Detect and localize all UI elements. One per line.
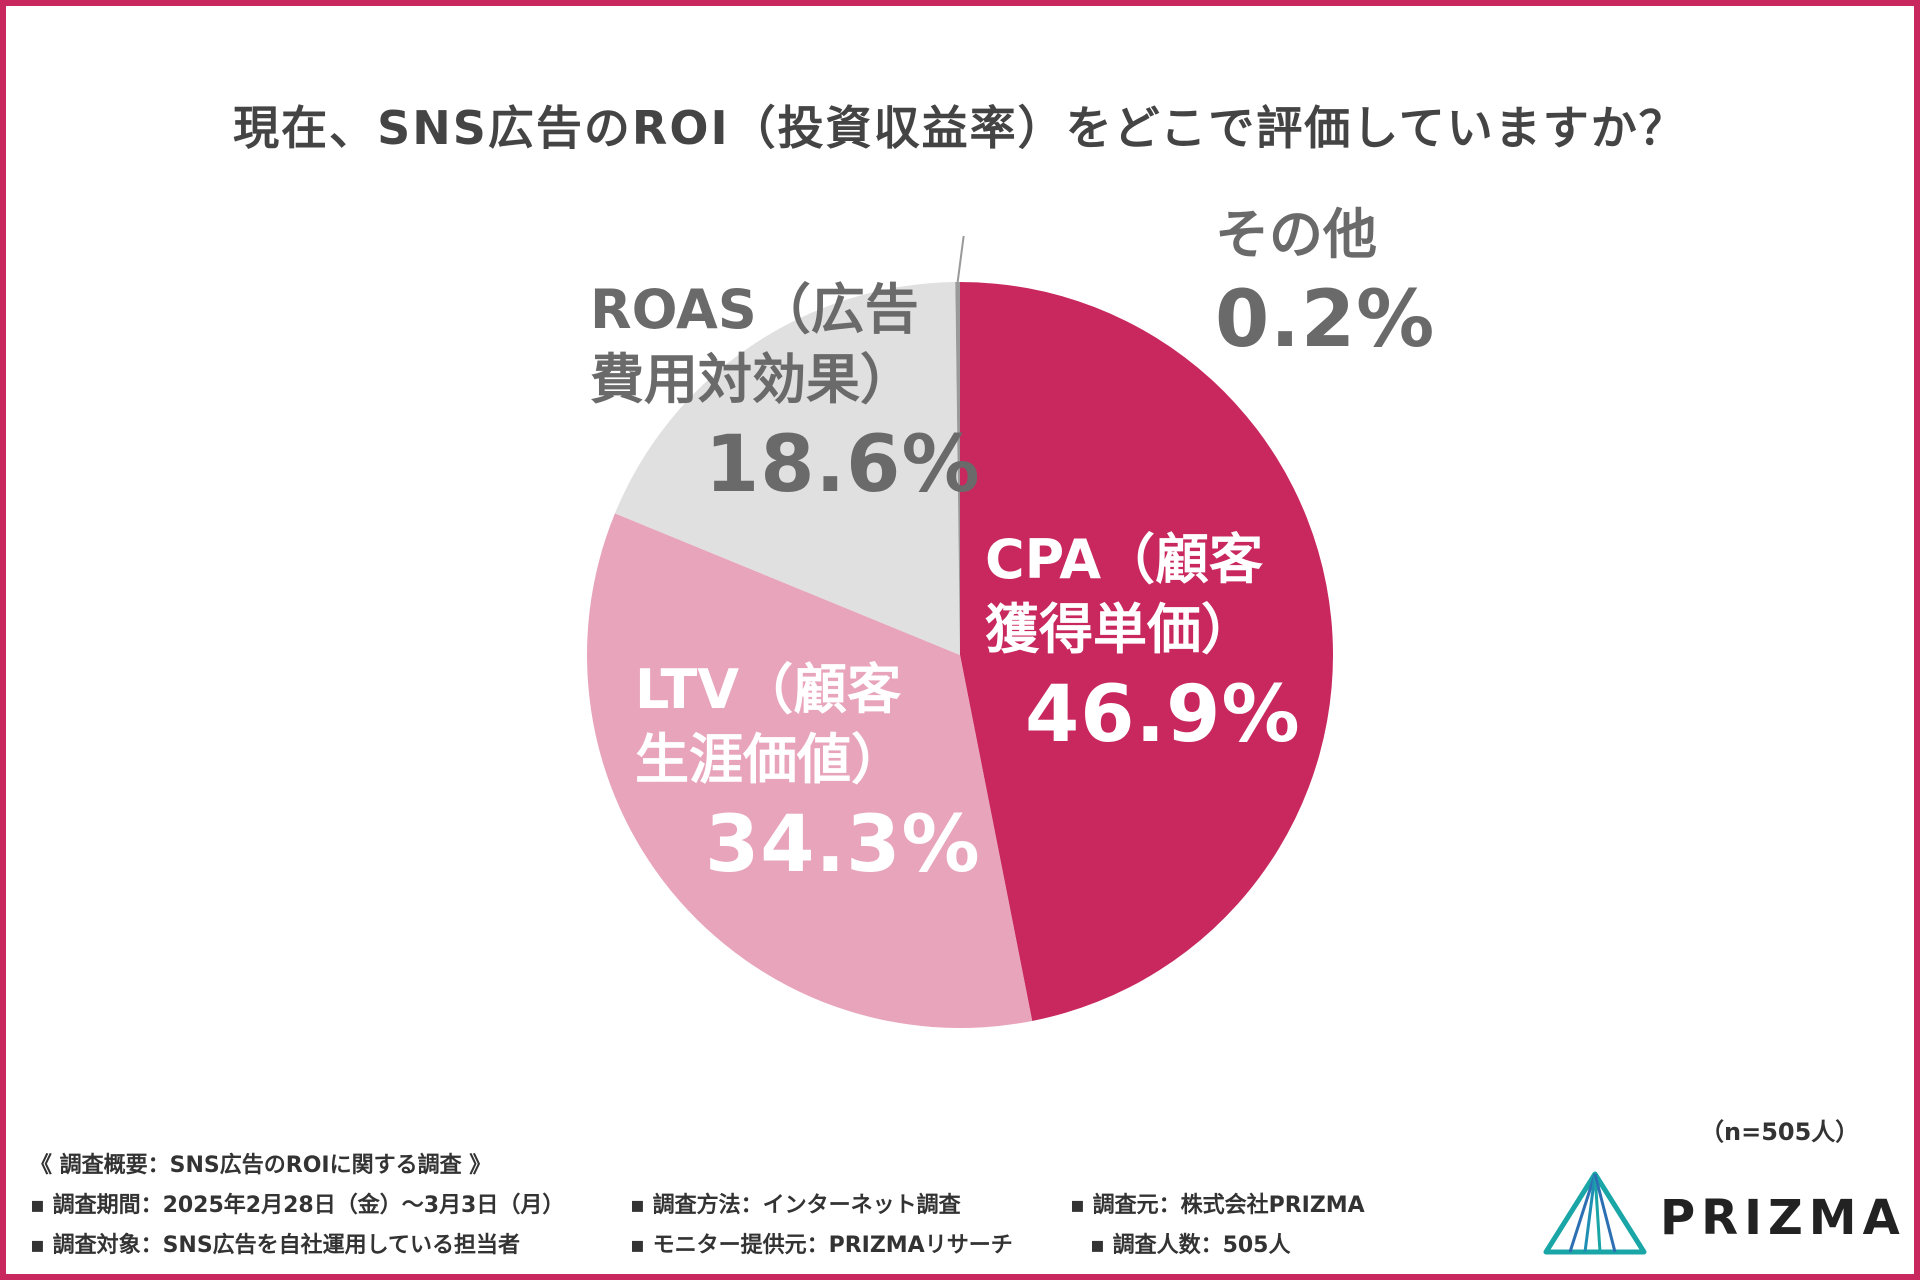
label-roas: ROAS（広告 費用対効果） 18.6% bbox=[590, 275, 981, 517]
slice-roas bbox=[614, 282, 960, 655]
chart-title: 現在、SNS広告のROI（投資収益率）をどこで評価していますか？ bbox=[233, 101, 1687, 155]
label-roas-name-1: ROAS（広告 bbox=[590, 278, 919, 341]
label-roas-pct: 18.6% bbox=[705, 420, 981, 511]
survey-source: ▪ 調査元：株式会社PRIZMA bbox=[1070, 1193, 1365, 1218]
survey-period: ▪ 調査期間：2025年2月28日（金）〜3月3日（月） bbox=[30, 1193, 565, 1218]
label-other: その他 0.2% bbox=[1215, 200, 1435, 372]
survey-monitor: ▪ モニター提供元：PRIZMAリサーチ bbox=[630, 1233, 1013, 1258]
other-leader-line bbox=[956, 235, 965, 283]
survey-respondents: ▪ 調査人数：505人 bbox=[1090, 1233, 1291, 1258]
label-roas-name-2: 費用対効果） bbox=[590, 348, 914, 412]
slice-ltv bbox=[587, 513, 1033, 1028]
label-cpa-name-2: 獲得単価） bbox=[985, 598, 1255, 662]
slice-other bbox=[955, 282, 960, 655]
label-cpa-pct: 46.9% bbox=[1025, 670, 1301, 761]
prizma-logo-icon bbox=[1543, 1171, 1647, 1255]
prizma-logo-text: PRIZMA bbox=[1660, 1190, 1906, 1246]
label-cpa: CPA（顧客 獲得単価） 46.9% bbox=[985, 525, 1301, 767]
label-other-name: その他 bbox=[1215, 203, 1377, 266]
sample-size: （n=505人） bbox=[1700, 1118, 1860, 1146]
survey-target: ▪ 調査対象：SNS広告を自社運用している担当者 bbox=[30, 1233, 521, 1258]
survey-method: ▪ 調査方法：インターネット調査 bbox=[630, 1193, 961, 1218]
label-ltv-pct: 34.3% bbox=[705, 800, 981, 891]
survey-heading: 《 調査概要：SNS広告のROIに関する調査 》 bbox=[30, 1153, 492, 1178]
label-ltv: LTV（顧客 生涯価値） 34.3% bbox=[635, 655, 981, 897]
label-ltv-name-1: LTV（顧客 bbox=[635, 658, 902, 721]
label-ltv-name-2: 生涯価値） bbox=[635, 728, 905, 792]
label-cpa-name-1: CPA（顧客 bbox=[985, 528, 1264, 591]
label-other-pct: 0.2% bbox=[1215, 275, 1436, 366]
slice-cpa bbox=[960, 282, 1334, 1021]
